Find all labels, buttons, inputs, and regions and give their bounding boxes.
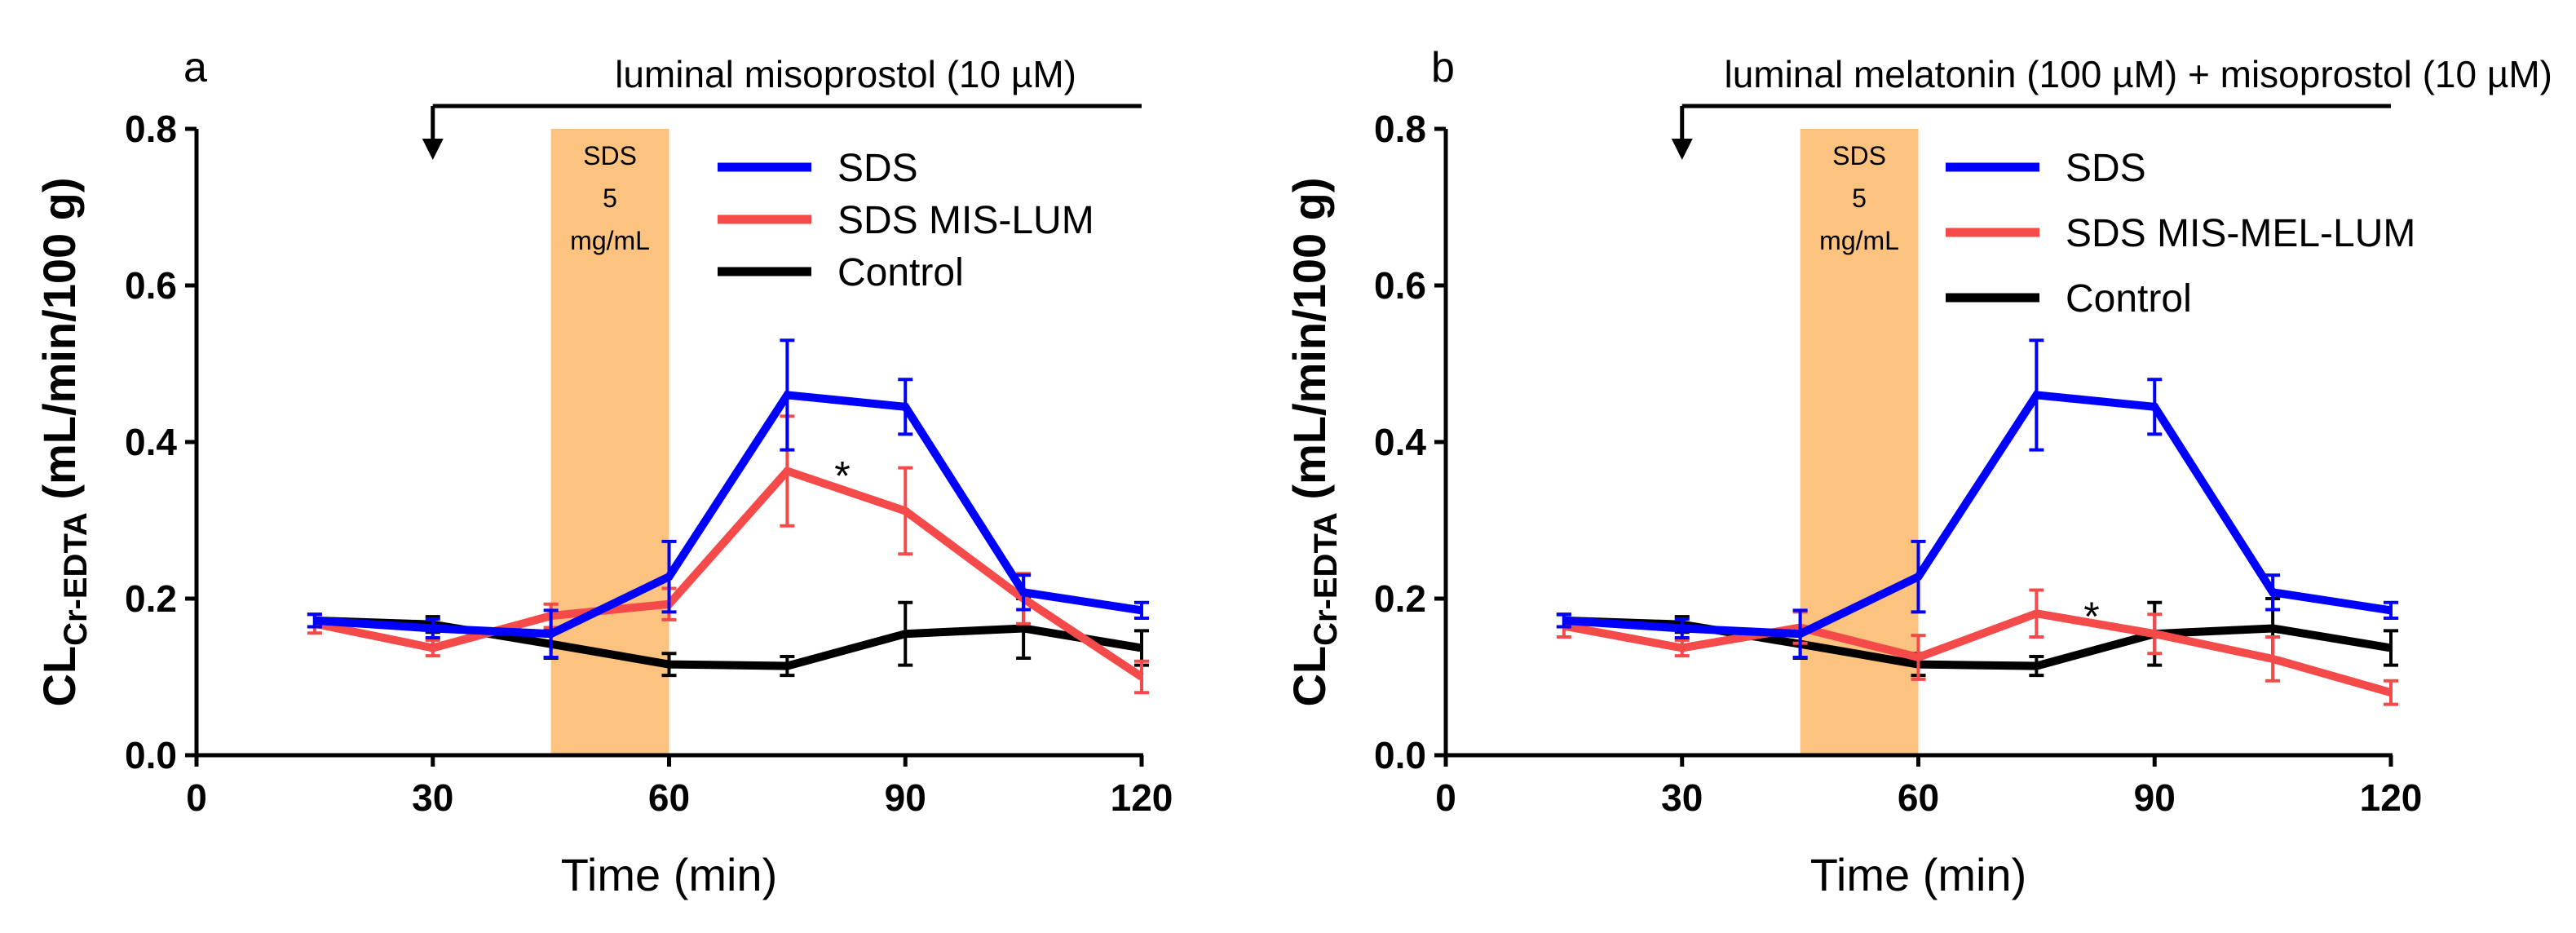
series-line [313, 466, 1144, 681]
y-axis-label: CLCr-EDTA (mL/min/100 g) [1284, 177, 1344, 706]
x-tick-label: 90 [885, 776, 926, 819]
data-point [2390, 609, 2392, 612]
series-line [1563, 391, 2392, 639]
treatment-arrow-label: luminal misoprostol (10 µM) [615, 53, 1076, 95]
y-tick-label: 0.0 [1374, 734, 1426, 776]
data-point [1917, 657, 1920, 658]
sds-exposure-label: mg/mL [1819, 226, 1899, 255]
panel-letter: b [1431, 44, 1455, 91]
sds-exposure-label: SDS [1832, 141, 1886, 170]
x-tick-label: 90 [2134, 776, 2176, 819]
y-tick-label: 0.6 [1374, 264, 1426, 307]
x-tick-label: 0 [1435, 776, 1456, 819]
y-axis-label-subscript: Cr-EDTA [58, 512, 94, 646]
data-point [904, 510, 907, 512]
y-tick-label: 0.2 [125, 577, 177, 620]
legend-label: Control [837, 251, 964, 294]
data-point [550, 633, 552, 635]
x-axis-label: Time (min) [561, 849, 777, 900]
data-point [2035, 394, 2038, 396]
x-tick-label: 30 [412, 776, 453, 819]
data-point [2272, 627, 2274, 630]
data-point [1799, 633, 1801, 635]
significance-star: * [2083, 594, 2099, 639]
data-point [1681, 627, 1683, 630]
data-point [313, 619, 316, 621]
y-axis-label-main: CL [1284, 646, 1335, 707]
data-point [668, 576, 670, 578]
data-point [1917, 576, 1920, 578]
data-point [2154, 633, 2156, 635]
treatment-arrow-head [422, 139, 444, 160]
x-tick-label: 0 [186, 776, 207, 819]
data-point [1141, 647, 1142, 649]
chart-panel-b: SDS 5 mg/mL 0.0 0.2 0.4 0.6 0.8 0 30 60 90 120 Time (… [1284, 44, 2552, 900]
series-line [1562, 609, 2393, 697]
data-point [904, 405, 907, 408]
data-point [1023, 627, 1025, 630]
significance-star: * [834, 453, 850, 498]
data-point [2035, 665, 2038, 667]
data-point [1141, 609, 1142, 612]
legend-label: SDS MIS-MEL-LUM [2066, 212, 2415, 255]
data-point [2272, 657, 2274, 660]
x-tick-label: 60 [648, 776, 690, 819]
x-tick-label: 120 [2360, 776, 2423, 819]
sds-exposure-label: SDS [583, 141, 637, 170]
y-axis-label-unit: (mL/min/100 g) [33, 177, 85, 512]
sds-exposure-label: mg/mL [570, 226, 650, 255]
data-point [2390, 647, 2392, 649]
y-tick-label: 0.4 [1374, 421, 1426, 463]
data-point [431, 647, 434, 649]
data-point [786, 665, 789, 667]
y-tick-label: 0.8 [1374, 108, 1426, 150]
x-tick-label: 30 [1661, 776, 1703, 819]
chart-panel-a: SDS 5 mg/mL 0.0 0.2 0.4 0.6 0.8 0 30 60 90 120 Time (… [33, 44, 1173, 900]
panel-letter: a [183, 44, 207, 91]
data-point [1141, 676, 1142, 678]
data-point [668, 663, 670, 665]
data-point [2272, 591, 2274, 594]
data-point [1023, 591, 1025, 594]
y-axis-label: CLCr-EDTA (mL/min/100 g) [33, 177, 94, 706]
data-point [1562, 619, 1565, 621]
series-line [314, 391, 1142, 639]
y-tick-label: 0.0 [125, 734, 177, 776]
y-tick-label: 0.2 [1374, 577, 1426, 620]
y-tick-label: 0.8 [125, 108, 177, 150]
data-point [786, 470, 789, 472]
data-point [431, 627, 434, 630]
data-point [904, 633, 907, 635]
data-point [2035, 612, 2038, 615]
y-tick-label: 0.6 [125, 264, 177, 307]
y-tick-label: 0.4 [125, 421, 177, 463]
legend-label: SDS [837, 147, 918, 190]
data-point [2390, 692, 2392, 694]
x-tick-label: 120 [1111, 776, 1173, 819]
treatment-arrow-label: luminal melatonin (100 µM) + misoprostol… [1724, 53, 2552, 95]
y-axis-label-main: CL [33, 646, 85, 707]
legend-label: SDS MIS-LUM [837, 199, 1094, 242]
treatment-arrow-head [1671, 139, 1693, 160]
series-sds [1556, 338, 2398, 659]
y-axis-label-subscript: Cr-EDTA [1308, 512, 1344, 646]
data-point [2154, 405, 2156, 408]
series-sds [307, 338, 1149, 659]
sds-exposure-label: 5 [603, 184, 617, 213]
data-point [1681, 647, 1683, 649]
x-axis-label: Time (min) [1810, 849, 2026, 900]
x-tick-label: 60 [1898, 776, 1939, 819]
y-axis-label-unit: (mL/min/100 g) [1284, 177, 1335, 512]
legend-label: SDS [2066, 147, 2146, 190]
data-point [786, 394, 789, 396]
sds-exposure-label: 5 [1852, 184, 1867, 213]
legend-label: Control [2066, 277, 2192, 321]
